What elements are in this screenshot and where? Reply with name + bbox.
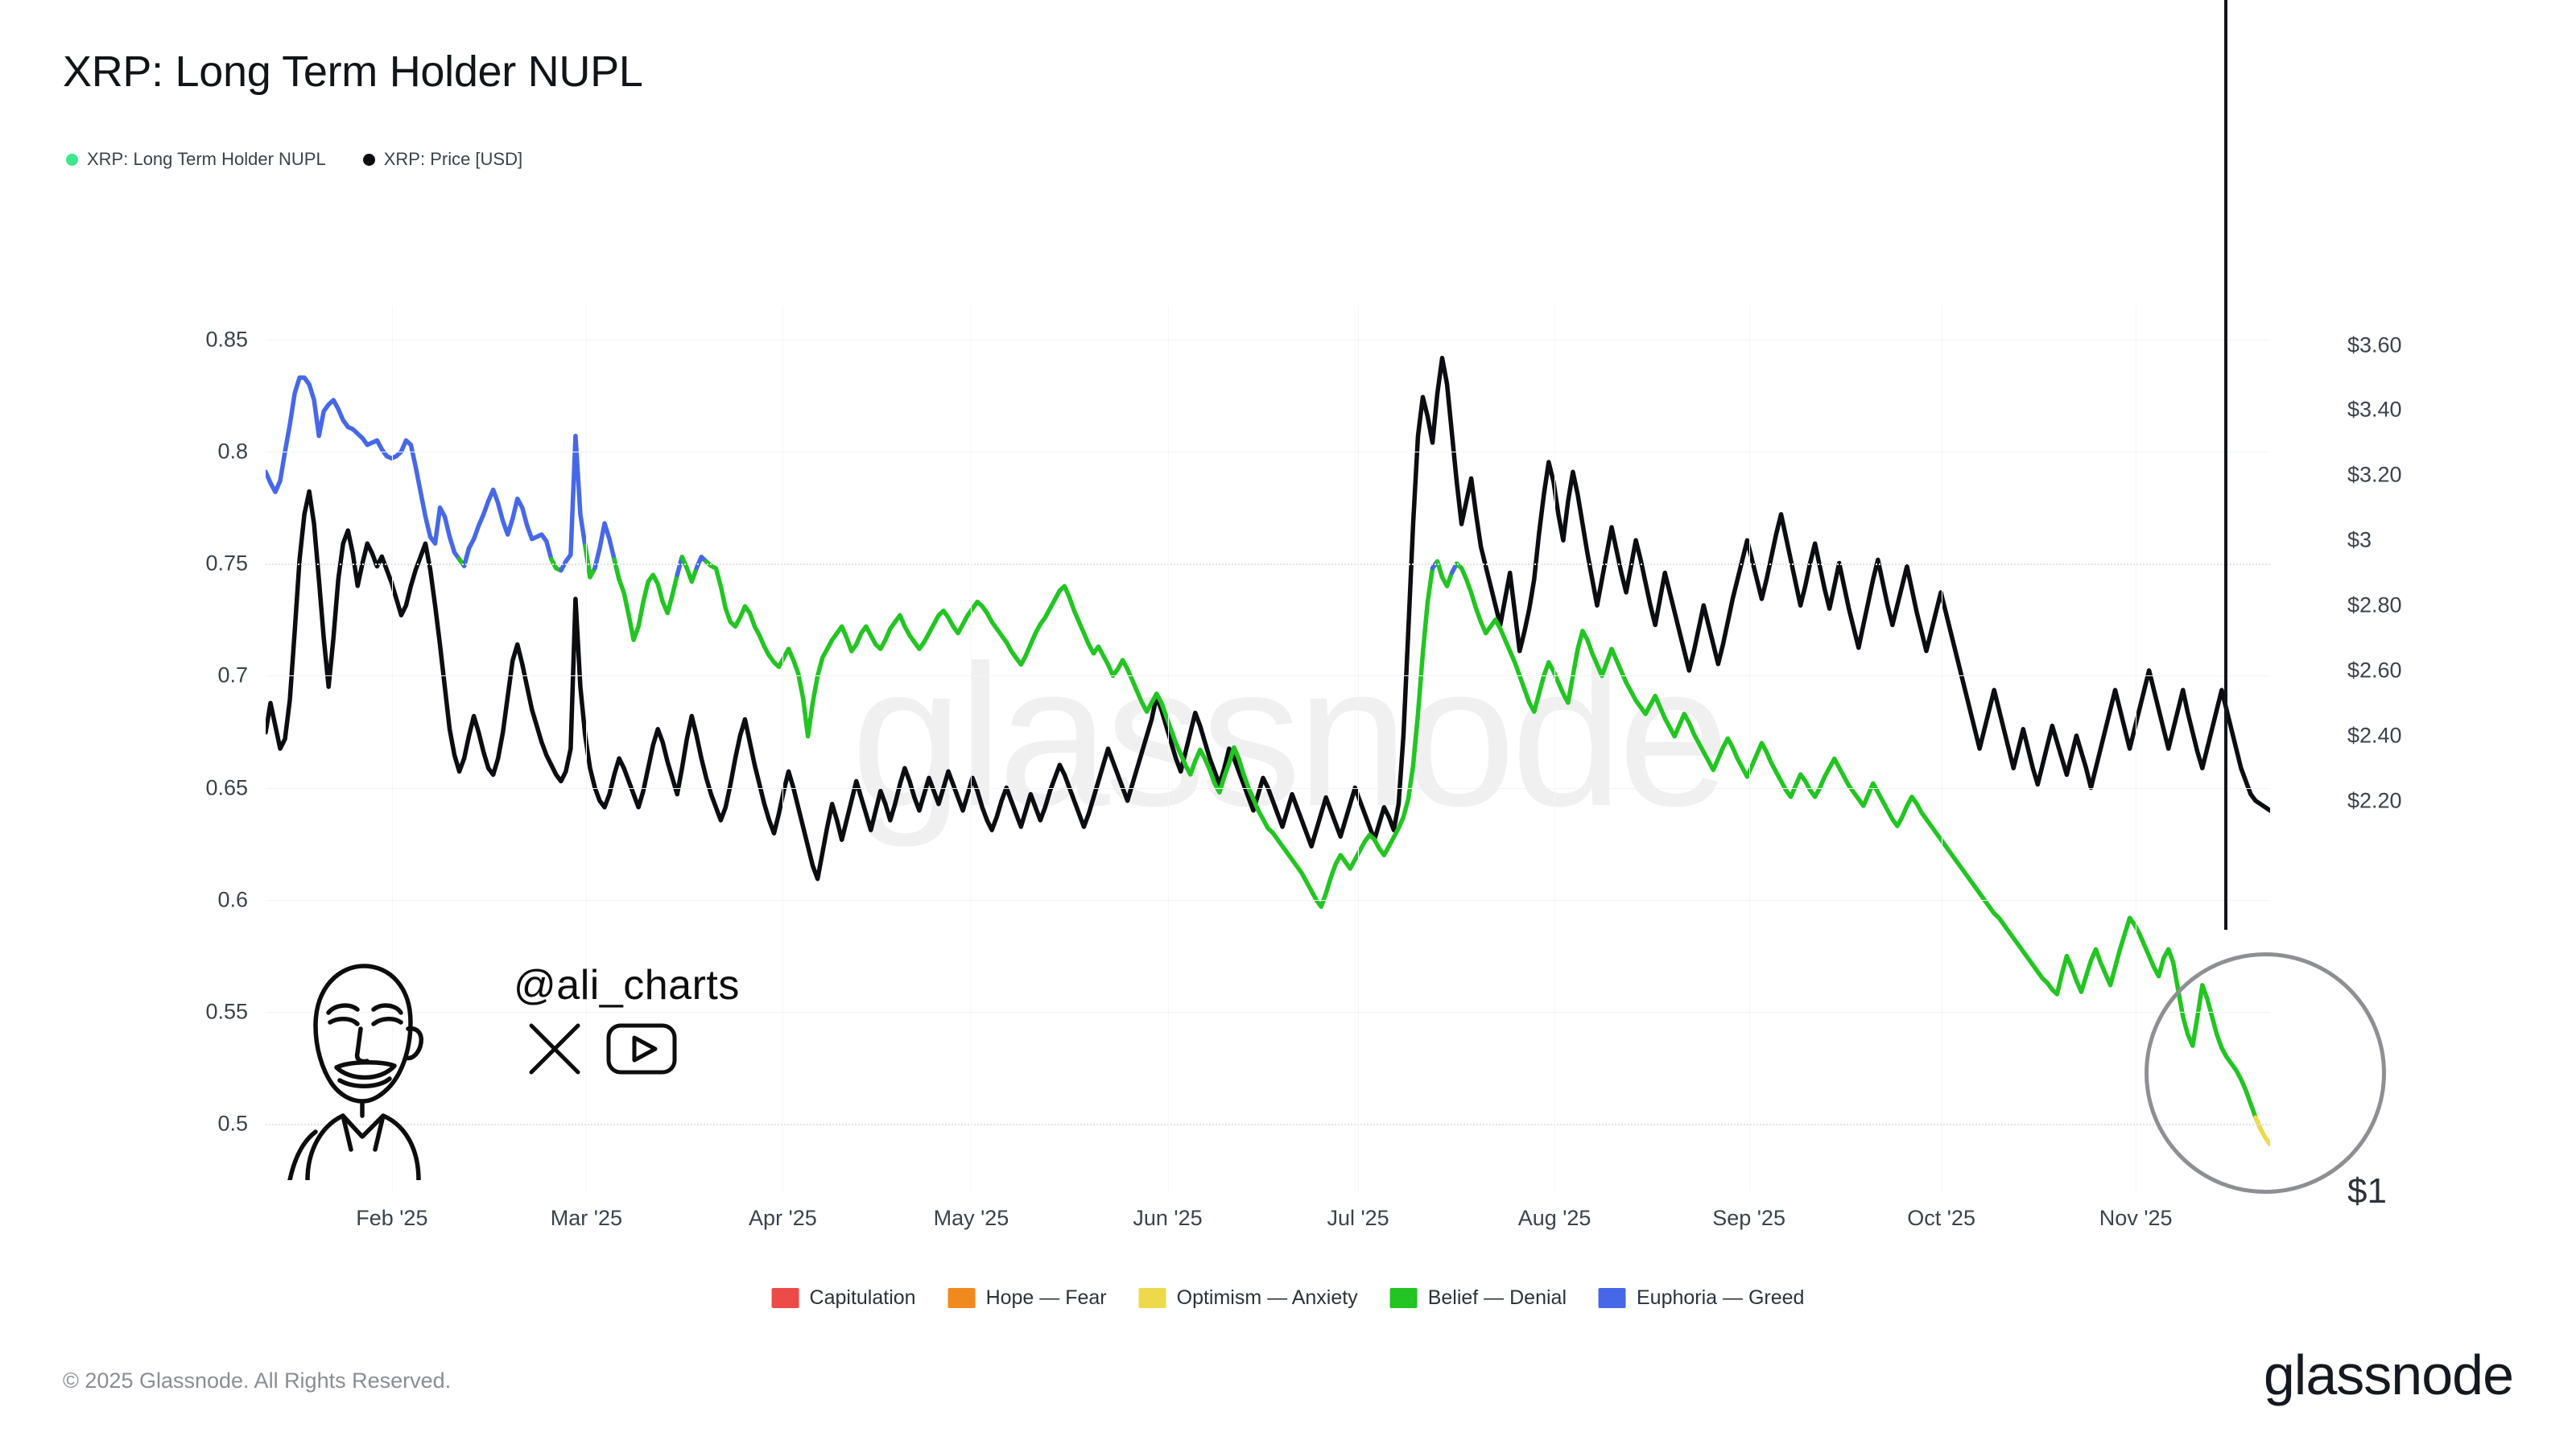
band-color-swatch — [947, 1288, 976, 1308]
nupl-line-segment — [266, 375, 467, 568]
y-axis-left-tick-label: 0.65 — [205, 775, 248, 800]
y-axis-left-tick-label: 0.5 — [217, 1111, 248, 1136]
band-legend-label: Optimism — Anxiety — [1176, 1286, 1358, 1309]
plot-area: 0.85 0.8 0.75 0.7 0.65 0.6 0.55 0.5 $3.60 $3.40 $… — [205, 306, 2402, 1230]
band-color-swatch — [1138, 1288, 1166, 1308]
band-legend-label: Belief — Denial — [1427, 1286, 1567, 1309]
legend-dot — [66, 153, 78, 166]
gridline — [266, 339, 2270, 341]
x-axis-tick-label: Nov '25 — [2099, 1206, 2173, 1230]
y-axis-left-tick-label: 0.8 — [217, 439, 248, 464]
series-legend-label: XRP: Price [USD] — [383, 149, 523, 169]
band-legend-label: Euphoria — Greed — [1637, 1286, 1805, 1309]
series-legend-label: XRP: Long Term Holder NUPL — [87, 149, 326, 169]
y-axis-right-tick-label: $3 — [2347, 527, 2372, 552]
nupl-band-legend: Capitulation Hope — Fear Optimism — Anxiet… — [771, 1286, 1804, 1310]
y-axis-right-tick-label: $3.20 — [2347, 462, 2402, 487]
y-axis-right-tick-label: $3.40 — [2347, 397, 2402, 422]
y-axis-left-tick-label: 0.7 — [217, 663, 248, 687]
x-axis-tick-label: Mar '25 — [550, 1206, 622, 1230]
x-axis-tick-label: May '25 — [933, 1206, 1009, 1230]
y-axis-left-tick-label: 0.6 — [217, 887, 248, 912]
band-legend-item[interactable]: Capitulation — [771, 1286, 916, 1310]
y-axis-left-tick-label: 0.55 — [205, 999, 248, 1024]
x-axis-tick — [586, 306, 588, 1191]
x-axis-tick-label: Aug '25 — [1517, 1206, 1591, 1230]
nupl-line-segment — [704, 559, 1440, 910]
band-color-swatch — [1389, 1288, 1418, 1308]
series-legend-item: XRP: Price [USD] — [362, 149, 523, 170]
x-axis-tick-label: Oct '25 — [1907, 1206, 1975, 1230]
y-axis-right-tick-label: $2.40 — [2347, 723, 2402, 748]
y-axis-left-tick-label: 0.85 — [205, 327, 248, 352]
ali-charts-branding: @ali_charts — [283, 939, 739, 1180]
x-axis-tick-label: Sep '25 — [1712, 1206, 1785, 1230]
youtube-play-icon[interactable] — [605, 1022, 678, 1075]
data-lines — [266, 355, 2270, 1147]
x-axis-tick — [391, 306, 393, 1191]
nupl-line-segment — [461, 487, 559, 571]
nupl-line-segment — [612, 555, 684, 642]
right-axis-line — [2224, 0, 2227, 930]
highlight-circle-annotation — [2145, 952, 2386, 1194]
gridline — [266, 564, 2270, 566]
series-legend-item: XRP: Long Term Holder NUPL — [66, 149, 326, 170]
band-color-swatch — [771, 1288, 799, 1308]
gridline — [266, 1124, 2270, 1126]
x-logo-icon[interactable] — [525, 1019, 584, 1079]
x-axis-tick — [971, 306, 972, 1191]
x-axis-tick-label: Jul '25 — [1327, 1206, 1389, 1230]
x-axis-tick-label: Apr '25 — [749, 1206, 817, 1230]
glassnode-logo: glassnode — [2263, 1344, 2514, 1406]
x-axis-tick-label: Feb '25 — [356, 1206, 428, 1230]
page-title: XRP: Long Term Holder NUPL — [63, 47, 643, 96]
gridline — [266, 1012, 2270, 1013]
y-axis-right-tick-label: $1 — [2347, 1171, 2387, 1211]
ali-avatar-icon — [287, 964, 423, 1180]
legend-dot — [362, 153, 375, 166]
x-axis-tick — [1358, 306, 1360, 1191]
x-axis-tick — [782, 306, 784, 1191]
band-legend-item[interactable]: Optimism — Anxiety — [1138, 1286, 1358, 1310]
nupl-line-segment — [1454, 561, 2263, 1131]
copyright-text: © 2025 Glassnode. All Rights Reserved. — [63, 1368, 452, 1393]
ali-handle-label: @ali_charts — [514, 962, 740, 1009]
y-axis-left-tick-label: 0.75 — [205, 551, 248, 576]
gridline — [266, 899, 2270, 901]
x-axis-tick — [1554, 306, 1556, 1191]
x-axis-tick-label: Jun '25 — [1133, 1206, 1203, 1230]
band-legend-label: Hope — Fear — [985, 1286, 1107, 1309]
band-color-swatch — [1599, 1288, 1627, 1308]
band-legend-item[interactable]: Euphoria — Greed — [1599, 1286, 1804, 1310]
x-axis-tick — [1748, 306, 1750, 1191]
band-legend-label: Capitulation — [809, 1286, 916, 1309]
y-axis-right-tick-label: $2.60 — [2347, 658, 2402, 683]
gridline — [266, 787, 2270, 789]
band-legend-item[interactable]: Hope — Fear — [947, 1286, 1107, 1310]
y-axis-right-tick-label: $2.80 — [2347, 592, 2402, 617]
gridline — [266, 675, 2270, 677]
y-axis-right-tick-label: $2.20 — [2347, 788, 2402, 813]
series-legend: XRP: Long Term Holder NUPL XRP: Price [US… — [66, 149, 522, 170]
price-line — [266, 355, 2270, 881]
y-axis-right-tick-label: $3.60 — [2347, 332, 2402, 357]
x-axis-tick — [1167, 306, 1169, 1191]
band-legend-item[interactable]: Belief — Denial — [1389, 1286, 1567, 1310]
